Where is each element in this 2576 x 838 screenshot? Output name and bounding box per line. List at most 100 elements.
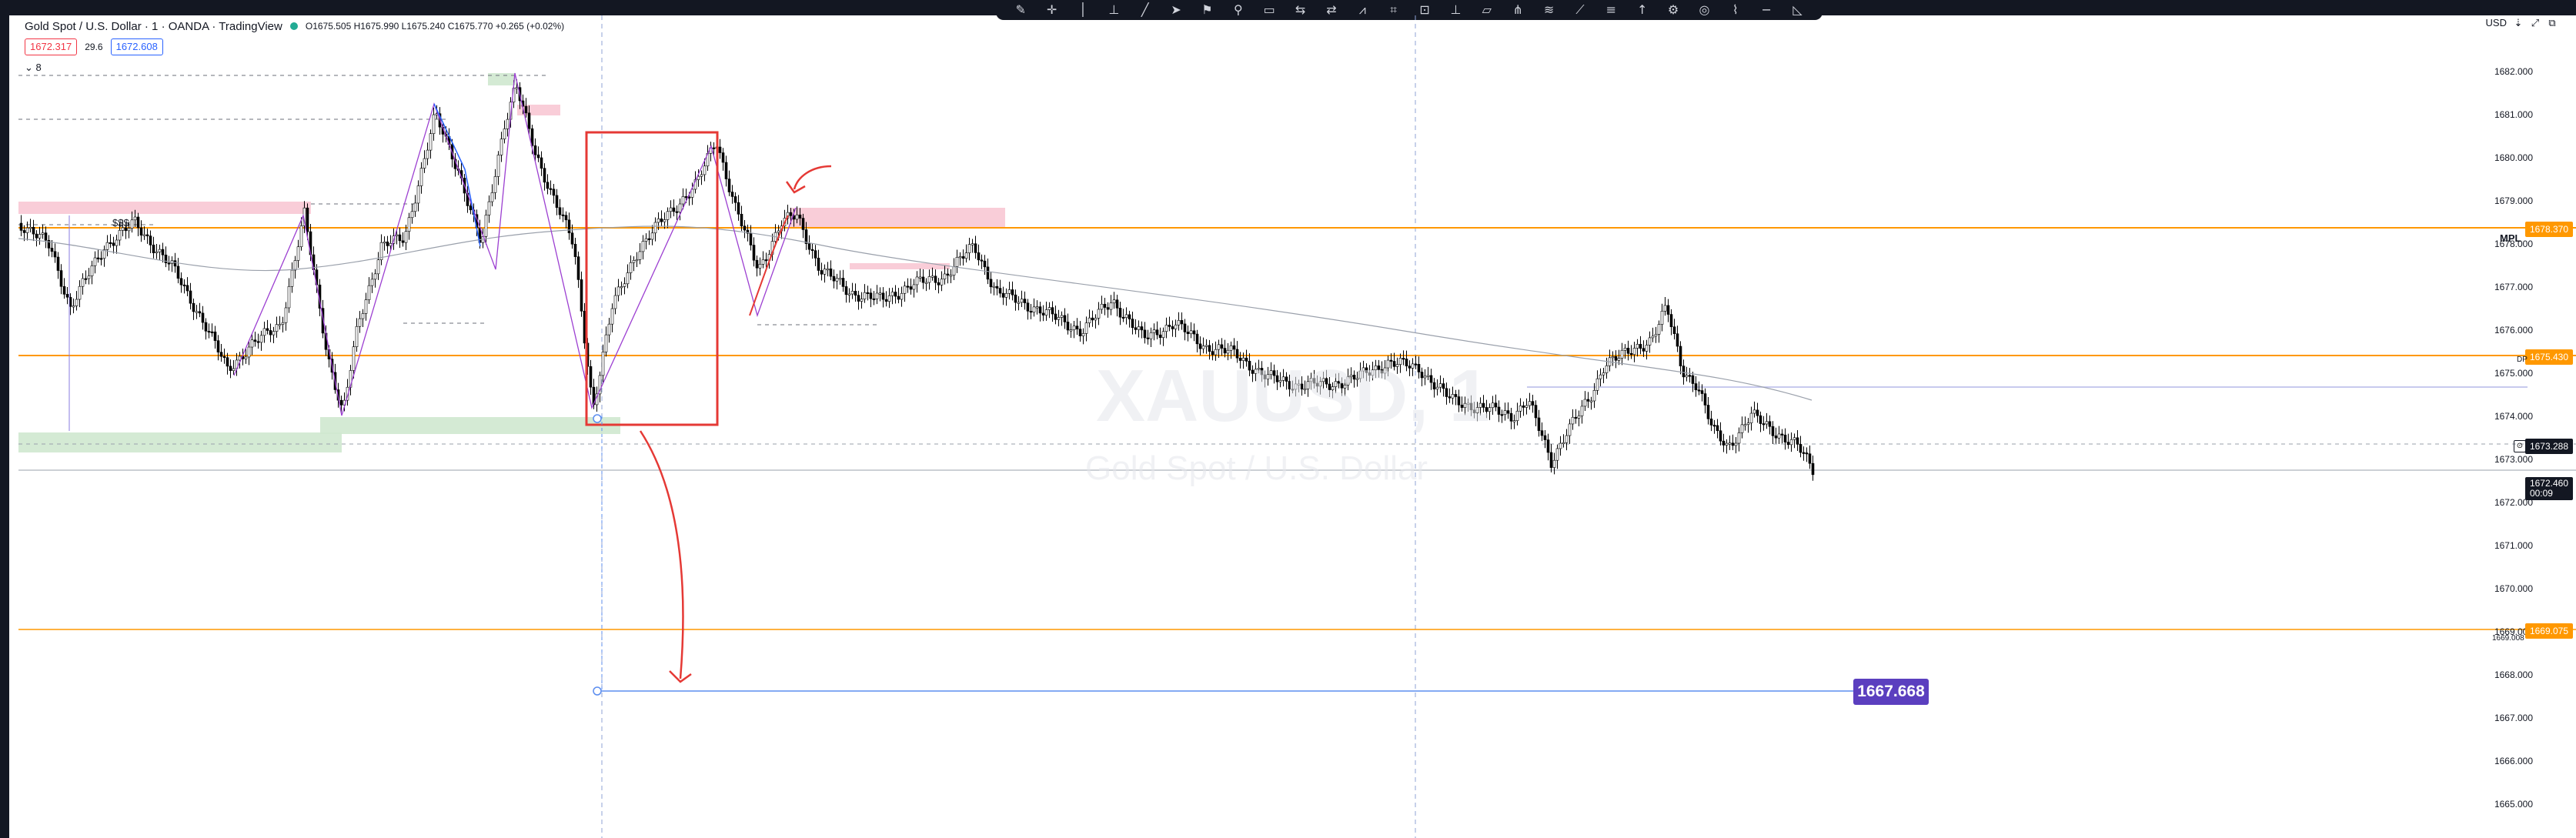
candle-body xyxy=(638,251,642,260)
candle-body xyxy=(918,276,922,279)
measure-icon[interactable]: ⇄ xyxy=(1326,2,1337,17)
ruler-icon[interactable]: ⊥ xyxy=(1450,2,1462,17)
callout-icon[interactable]: ⊡ xyxy=(1419,2,1430,17)
candle-body xyxy=(613,295,617,309)
price-tick: 1672.000 xyxy=(2494,497,2533,508)
line-icon[interactable]: │ xyxy=(1079,2,1087,17)
supply-zone xyxy=(790,208,1005,228)
spread-value: 29.6 xyxy=(85,42,103,52)
candle-body xyxy=(761,259,765,265)
magnet-icon[interactable]: ≡ xyxy=(1605,2,1617,17)
candle-body xyxy=(961,256,965,259)
price-tick: 1679.000 xyxy=(2494,195,2533,206)
fork-icon[interactable]: ⋔ xyxy=(1512,2,1523,17)
watermark-description: Gold Spot / U.S. Dollar xyxy=(1085,449,1428,487)
candle-body xyxy=(1386,359,1390,369)
pin-icon[interactable]: ⚲ xyxy=(1233,2,1243,17)
cursor-icon[interactable]: ╱ xyxy=(1141,2,1149,17)
candle-body xyxy=(555,195,559,209)
zigzag-icon[interactable]: ⩘ xyxy=(1358,2,1366,17)
candle-body xyxy=(1214,349,1218,356)
pencil-icon[interactable]: ⟋ xyxy=(1575,2,1585,17)
drawn-arrow-red xyxy=(793,165,832,190)
candle-body xyxy=(616,286,620,296)
expand-icon[interactable]: ⤢ xyxy=(2531,17,2540,28)
candle-body xyxy=(1623,347,1627,351)
candle-body xyxy=(1552,459,1556,468)
arrowhead-red xyxy=(785,181,806,194)
candle-body xyxy=(1417,363,1421,372)
candle-body xyxy=(1716,425,1719,432)
candle-body xyxy=(743,225,747,231)
candle-body xyxy=(1768,421,1772,427)
eraser-icon[interactable]: ↑ xyxy=(1636,2,1648,17)
candle-body xyxy=(1420,372,1424,379)
arrowhead-red xyxy=(669,670,692,683)
candle-body xyxy=(226,357,229,367)
candle-body xyxy=(1451,394,1455,399)
candle-body xyxy=(854,291,857,295)
arrows-icon[interactable]: ⇆ xyxy=(1295,2,1306,17)
candle-body xyxy=(647,238,651,240)
indicators-toggle[interactable]: ⌄ 8 xyxy=(25,62,42,74)
alert-icon[interactable]: ⊙ xyxy=(2514,440,2526,452)
candle-body xyxy=(1519,406,1522,412)
brush-icon[interactable]: ✎ xyxy=(1015,2,1026,17)
candle-body xyxy=(573,243,577,257)
chart-canvas[interactable] xyxy=(18,15,2576,838)
flag-icon[interactable]: ⚑ xyxy=(1201,2,1213,17)
symbol-legend: Gold Spot / U.S. Dollar · 1 · OANDA · Tr… xyxy=(25,18,564,34)
indicators-count: 8 xyxy=(35,62,42,73)
sell-button[interactable]: 1672.317 xyxy=(25,38,78,55)
candle-body xyxy=(817,258,820,271)
candle-body xyxy=(1515,410,1519,421)
minus-icon[interactable]: − xyxy=(1761,2,1772,17)
candle-body xyxy=(1405,359,1408,366)
text-icon[interactable]: ≋ xyxy=(1543,2,1555,17)
candle-body xyxy=(721,152,725,163)
candle-body xyxy=(632,260,636,263)
candle-body xyxy=(1211,351,1214,356)
candle-body xyxy=(1238,357,1242,361)
candle-body xyxy=(1312,378,1316,384)
candle-body xyxy=(1288,381,1291,389)
download-icon[interactable]: ⇣ xyxy=(2514,17,2523,28)
pointer-icon[interactable]: ➤ xyxy=(1171,2,1181,17)
rectangle-icon[interactable]: ▭ xyxy=(1263,2,1275,17)
trade-panel: 1672.317 29.6 1672.608 xyxy=(25,38,163,55)
paint-icon[interactable]: ⌇ xyxy=(1732,2,1739,17)
fib-icon[interactable]: ▱ xyxy=(1482,2,1492,17)
gear-icon[interactable]: ⚙ xyxy=(1667,2,1679,17)
candle-body xyxy=(669,207,673,212)
crosshair-icon[interactable]: ✛ xyxy=(1046,2,1057,17)
candle-body xyxy=(1358,370,1362,379)
triangle-icon[interactable]: ◺ xyxy=(1793,2,1803,17)
candle-body xyxy=(1072,326,1076,330)
symbol-title[interactable]: Gold Spot / U.S. Dollar · 1 · OANDA · Tr… xyxy=(25,19,282,33)
candle-body xyxy=(321,308,325,334)
candle-body xyxy=(536,154,540,159)
candle-body xyxy=(980,259,984,262)
candle-body xyxy=(1395,364,1399,367)
candle-body xyxy=(1204,345,1208,347)
candle-body xyxy=(1466,402,1470,405)
buy-button[interactable]: 1672.608 xyxy=(110,38,163,55)
lock-icon[interactable]: ⌗ xyxy=(1390,2,1398,17)
candle-body xyxy=(56,256,60,271)
zigzag-line-blue xyxy=(433,103,481,247)
trend-icon[interactable]: ⊥ xyxy=(1108,2,1120,17)
restore-icon[interactable]: ⧉ xyxy=(2548,17,2556,28)
candle-body xyxy=(1740,424,1744,433)
candle-body xyxy=(795,214,799,220)
price-tick: 1665.000 xyxy=(2494,799,2533,810)
target-icon[interactable]: ◎ xyxy=(1699,2,1710,17)
candle-body xyxy=(703,165,707,175)
currency-selector[interactable]: USD xyxy=(2485,17,2507,28)
candle-body xyxy=(1340,382,1344,389)
candle-body xyxy=(133,216,137,221)
candle-body xyxy=(1537,417,1541,431)
candle-body xyxy=(1368,372,1372,376)
candle-body xyxy=(1051,307,1054,315)
candle-body xyxy=(958,256,962,259)
candle-body xyxy=(1152,329,1156,333)
